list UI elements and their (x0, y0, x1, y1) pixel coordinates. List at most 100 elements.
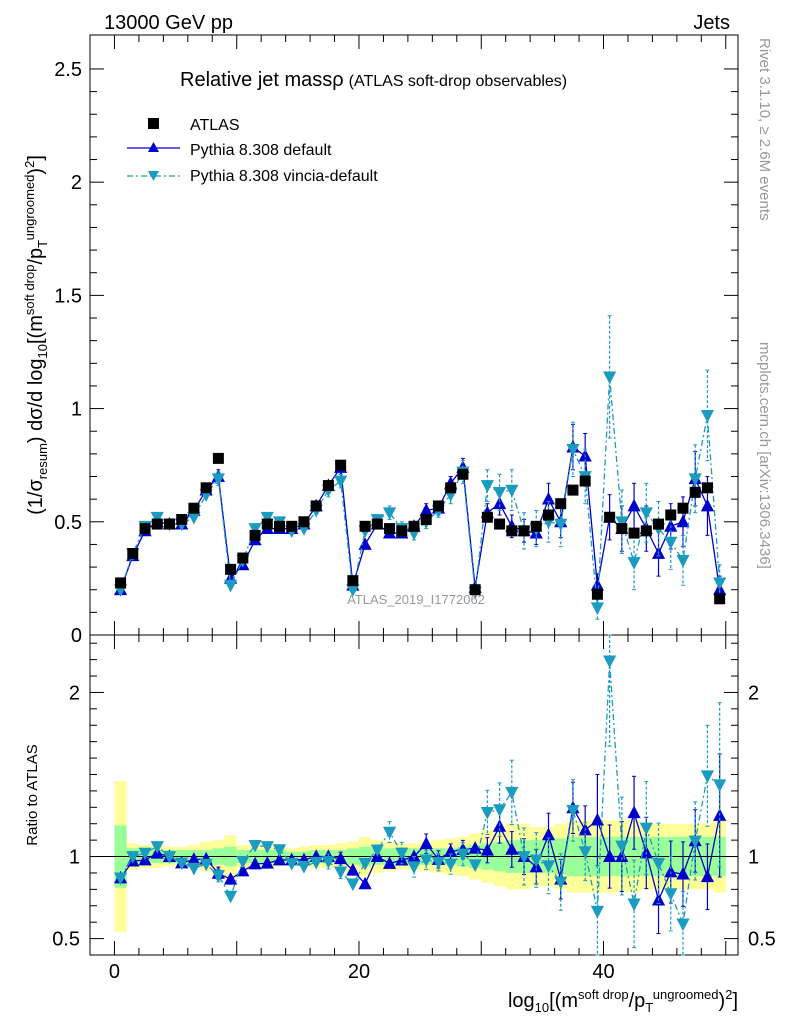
y-tick-label: 1.5 (54, 285, 82, 307)
pythia-vincia-ratio-point (639, 822, 653, 836)
pythia-vincia-ratio-point (505, 786, 519, 800)
pythia-default-ratio-point (382, 856, 397, 869)
pythia-vincia-ratio-point (162, 851, 177, 864)
pythia-default-ratio-point (590, 812, 604, 826)
pythia-vincia-ratio-point (236, 855, 250, 869)
y-tick-label: 0.5 (54, 512, 82, 534)
atlas-data-point (445, 482, 457, 494)
pythia-vincia-point (566, 443, 580, 457)
pythia-vincia-ratio-point (541, 860, 556, 874)
pythia-default-ratio-point (224, 871, 238, 885)
chart-title: Relative jet massρ (ATLAS soft-drop obser… (180, 69, 567, 91)
atlas-data-point (359, 520, 371, 532)
pythia-vincia-ratio-point (713, 779, 727, 792)
x-tick-label: 0 (109, 961, 120, 983)
pythia-vincia-point (688, 473, 702, 486)
atlas-data-point (408, 520, 420, 532)
atlas-data-point (237, 552, 249, 564)
pythia-vincia-ratio-point (688, 835, 702, 849)
analysis-watermark: ATLAS_2019_I1772062 (347, 592, 485, 607)
pythia-vincia-ratio-point (370, 844, 384, 858)
pythia-default-ratio-point (419, 836, 433, 850)
pythia-vincia-ratio-point (566, 804, 580, 818)
x-axis-label: log10[(msoft drop/pTungroomed)2] (508, 987, 738, 1015)
atlas-data-point (665, 509, 677, 521)
atlas-data-point (396, 525, 408, 537)
y-tick-label: 1 (71, 399, 82, 421)
pythia-vincia-ratio-point (468, 859, 482, 872)
pythia-vincia-ratio-point (395, 847, 409, 861)
pythia-vincia-ratio-point (199, 858, 213, 872)
atlas-data-point (298, 516, 310, 528)
pythia-vincia-point (260, 511, 274, 525)
pythia-vincia-ratio-point (664, 888, 678, 901)
pythia-vincia-point (700, 409, 715, 423)
pythia-default-ratio-point (480, 843, 494, 856)
pythia-default-point (541, 491, 556, 505)
atlas-data-point (188, 502, 200, 514)
pythia-vincia-ratio-point (150, 841, 164, 854)
atlas-data-point (542, 509, 554, 521)
atlas-data-point (628, 527, 640, 539)
pythia-vincia-point (346, 584, 360, 597)
pythia-vincia-main-line (119, 376, 721, 608)
y-tick-label: 2.5 (54, 59, 82, 81)
atlas-data-point (384, 523, 396, 535)
pythia-default-point (590, 577, 604, 591)
atlas-data-point (677, 502, 689, 514)
pythia-default-ratio-point (346, 863, 360, 876)
legend-default-label: Pythia 8.308 default (190, 142, 332, 159)
ratio-y-tick-label-right: 2 (748, 682, 759, 704)
pythia-vincia-ratio-point (187, 862, 201, 876)
atlas-data-point (653, 518, 665, 530)
legend-atlas-marker (148, 118, 159, 129)
legend-default-marker (148, 142, 159, 152)
pythia-vincia-ratio-point (492, 804, 507, 817)
pythia-vincia-point (211, 473, 225, 486)
ratio-y-tick-label-right: 0.5 (748, 929, 776, 951)
pythia-default-ratio-point (603, 849, 617, 862)
pythia-default-ratio-point (236, 863, 250, 877)
pythia-vincia-ratio-point (260, 841, 274, 854)
atlas-data-point (530, 520, 542, 532)
pythia-vincia-ratio-point (480, 806, 494, 820)
pythia-vincia-point (627, 557, 641, 570)
pythia-default-point (700, 498, 715, 512)
pythia-vincia-point (334, 475, 348, 489)
atlas-data-point (518, 525, 530, 537)
atlas-data-point (322, 480, 334, 492)
pythia-vincia-ratio-point (297, 860, 311, 874)
x-tick-label: 40 (592, 961, 614, 983)
pythia-vincia-ratio-point (175, 857, 189, 871)
pythia-default-point (492, 496, 507, 510)
ratio-y-tick-label: 1 (69, 847, 80, 869)
pythia-vincia-ratio-point (113, 872, 128, 886)
pythia-vincia-point (492, 486, 507, 500)
pythia-default-ratio-point (468, 841, 482, 854)
pythia-default-ratio-point (272, 852, 287, 866)
pythia-vincia-ratio-point (700, 770, 715, 783)
pythia-vincia-point (187, 511, 201, 525)
pythia-vincia-point (676, 554, 690, 568)
pythia-vincia-ratio-point (590, 905, 604, 919)
atlas-data-point (481, 511, 493, 523)
pythia-vincia-ratio-point (431, 856, 446, 870)
pythia-vincia-point (150, 511, 164, 525)
atlas-data-point (163, 518, 175, 530)
pythia-vincia-ratio-point (248, 839, 262, 853)
atlas-data-point (604, 511, 616, 523)
atlas-data-point (457, 468, 469, 480)
pythia-vincia-ratio-point (309, 856, 323, 870)
y-axis-label: (1/σresum) dσ/d log10[(msoft drop/pTungr… (22, 155, 50, 515)
pythia-vincia-ratio-line (120, 660, 721, 927)
pythia-default-ratio-point (664, 864, 678, 878)
pythia-default-point (627, 498, 641, 512)
pythia-vincia-ratio-point (627, 898, 641, 912)
pythia-default-ratio-point (700, 869, 715, 883)
pythia-vincia-ratio-point (419, 854, 433, 867)
y-tick-label: 0 (71, 625, 82, 647)
pythia-vincia-ratio-point (517, 851, 531, 864)
pythia-vincia-ratio-point (321, 856, 336, 869)
atlas-data-point (200, 482, 212, 494)
y-tick-label: 2 (71, 172, 82, 194)
